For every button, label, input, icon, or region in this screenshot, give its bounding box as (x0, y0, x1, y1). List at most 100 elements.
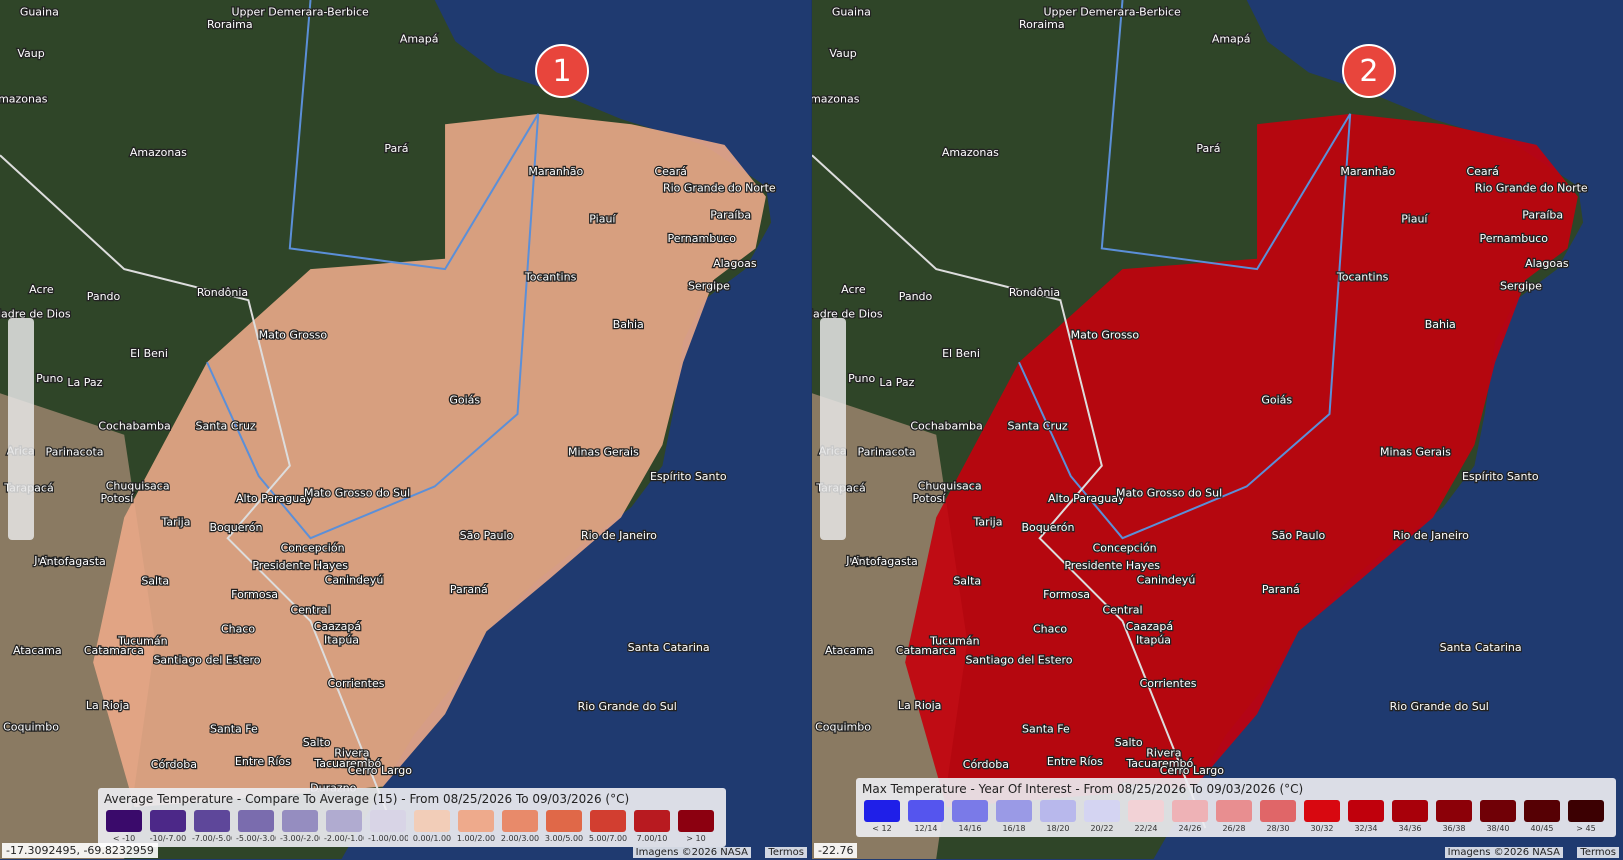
place-label: Tucumán (929, 635, 979, 648)
terms-link[interactable]: Termos (1577, 847, 1619, 858)
place-label: Tacuarembó (1125, 757, 1193, 770)
toolbar (8, 318, 34, 540)
place-label: Potosí (913, 492, 947, 505)
place-label: Amapá (400, 32, 439, 45)
legend-swatch (414, 810, 450, 832)
place-label: Caazapá (1126, 620, 1173, 633)
legend-item: 0.00/1.00 (412, 810, 452, 843)
place-label: Maranhão (528, 165, 583, 178)
place-label: Santa Catarina (628, 641, 710, 654)
place-label: Rondônia (197, 286, 248, 299)
place-label: Santa Fe (210, 723, 258, 736)
place-label: mazonas (0, 92, 48, 105)
legend-item: 2.00/3.00 (500, 810, 540, 843)
legend-swatch (1524, 800, 1560, 822)
place-label: Goiás (1261, 394, 1292, 407)
legend-item: 36/38 (1434, 800, 1474, 833)
place-label: Corrientes (328, 677, 385, 690)
place-label: Central (1102, 604, 1142, 617)
legend-label: 28/30 (1266, 824, 1290, 833)
place-label: Alagoas (1525, 257, 1569, 270)
legend-label: 36/38 (1442, 824, 1466, 833)
legend-swatch (1348, 800, 1384, 822)
legend-label: > 10 (686, 834, 706, 843)
place-label: Tocantins (1336, 270, 1389, 283)
legend-label: 34/36 (1398, 824, 1422, 833)
legend-label: -1.00/0.00 (368, 834, 408, 843)
place-label: Caazapá (314, 620, 361, 633)
place-label: Amazonas (942, 146, 999, 159)
marker: 2 (1341, 44, 1396, 98)
place-label: Upper Demerara-Berbice (231, 5, 369, 18)
legend-item: 34/36 (1390, 800, 1430, 833)
place-label: Upper Demerara-Berbice (1043, 5, 1181, 18)
legend-item: -2.00/-1.00 (324, 810, 364, 843)
legend-swatch (370, 810, 406, 832)
place-label: Jujuy (845, 554, 873, 567)
legend-label: -10/-7.00 (149, 834, 187, 843)
legend-swatch (1304, 800, 1340, 822)
place-label: Amapá (1212, 32, 1251, 45)
place-label: Rio de Janeiro (581, 529, 657, 542)
legend-item: 38/40 (1478, 800, 1518, 833)
legend-swatch (1128, 800, 1164, 822)
place-label: Itapúa (1136, 634, 1171, 647)
place-label: Coquimbo (3, 721, 59, 734)
legend-swatch (1436, 800, 1472, 822)
place-label: Acre (29, 283, 54, 296)
legend-item: 26/28 (1214, 800, 1254, 833)
place-label: Bahia (1425, 318, 1456, 331)
legend-label: 32/34 (1354, 824, 1378, 833)
place-label: Tacuarembó (313, 757, 381, 770)
legend-swatch (634, 810, 670, 832)
legend-item: 7.00/10 (632, 810, 672, 843)
legend-label: 40/45 (1530, 824, 1554, 833)
place-label: Paraná (450, 583, 488, 596)
place-label: Parinacota (46, 445, 104, 458)
legend-swatch (1040, 800, 1076, 822)
legend-label: 2.00/3.00 (500, 834, 540, 843)
place-label: Pernambuco (667, 232, 736, 245)
place-label: Pernambuco (1479, 232, 1548, 245)
place-label: Antofagasta (851, 555, 918, 568)
legend-item: 5.00/7.00 (588, 810, 628, 843)
place-label: Salta (141, 575, 169, 588)
place-label: Jujuy (33, 554, 61, 567)
place-label: Alagoas (713, 257, 757, 270)
map-panel: Guaina Roraima Upper Demerara-Berbice Amapá… (0, 0, 811, 860)
place-label: Roraima (1019, 18, 1065, 31)
place-label: Salto (1115, 736, 1143, 749)
legend-swatch (864, 800, 900, 822)
place-label: Entre Ríos (235, 755, 291, 768)
place-label: São Paulo (460, 529, 514, 542)
place-label: Tocantins (524, 270, 577, 283)
place-label: Espírito Santo (1462, 470, 1539, 483)
legend-label: > 45 (1576, 824, 1596, 833)
place-label: Paraíba (1522, 208, 1563, 221)
place-label: Mato Grosso do Sul (1116, 487, 1222, 500)
terms-link[interactable]: Termos (765, 847, 807, 858)
legend-item: < -10 (104, 810, 144, 843)
place-label: Canindeyú (325, 574, 384, 587)
legend-label: 5.00/7.00 (588, 834, 628, 843)
place-label: Concepción (1093, 542, 1157, 555)
legend-item: 40/45 (1522, 800, 1562, 833)
legend-label: -5.00/-3.00 (236, 834, 276, 843)
place-label: Minas Gerais (1380, 445, 1451, 458)
place-label: Formosa (231, 588, 278, 601)
legend-label: 26/28 (1222, 824, 1246, 833)
place-label: Maranhão (1340, 165, 1395, 178)
legend-swatch (282, 810, 318, 832)
place-label: Vaup (17, 47, 44, 60)
legend-title: Average Temperature - Compare To Average… (104, 792, 630, 806)
legend-swatch (1172, 800, 1208, 822)
legend-item: 14/16 (950, 800, 990, 833)
state-borders (206, 0, 540, 540)
place-label: Presidente Hayes (1064, 559, 1160, 572)
place-label: Vaup (829, 47, 856, 60)
place-label: Rio Grande do Norte (663, 181, 776, 194)
place-label: El Beni (130, 347, 168, 360)
legend-swatch (908, 800, 944, 822)
